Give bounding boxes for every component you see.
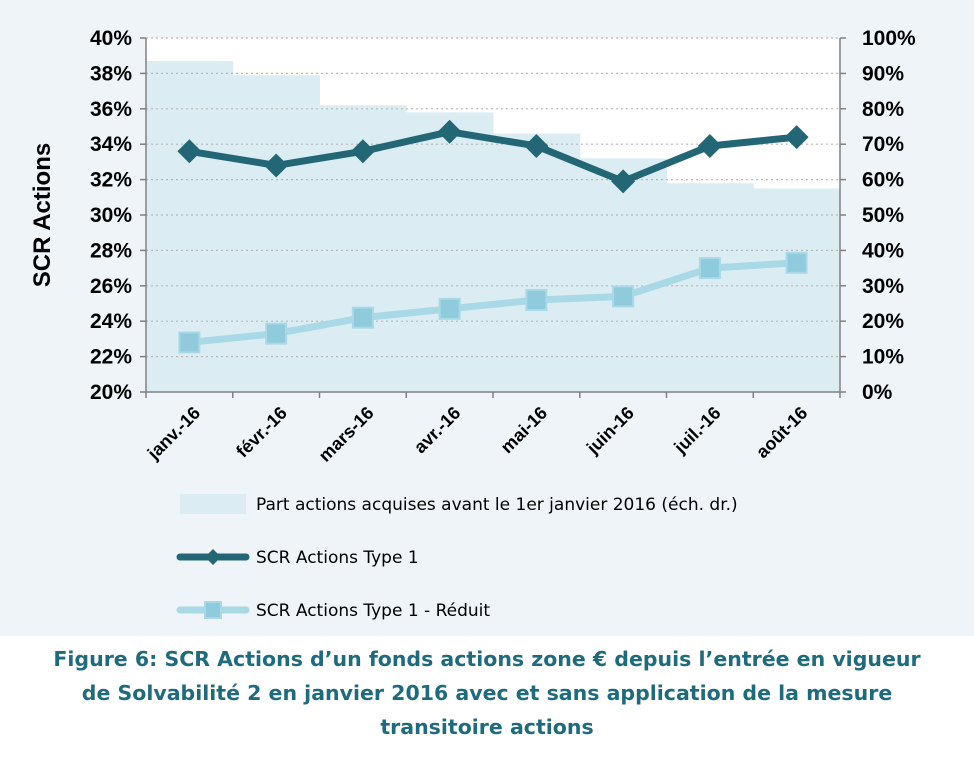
caption-line-3: transitoire actions [380, 715, 594, 739]
legend-swatch-area [180, 494, 246, 514]
legend-diamond-marker [205, 549, 221, 565]
y2-tick-label: 30% [862, 275, 904, 298]
diamond-marker [697, 133, 722, 158]
diamond-marker [437, 119, 462, 144]
y-tick-label: 28% [90, 239, 132, 262]
y-tick-label: 34% [90, 133, 132, 156]
y-tick-label: 32% [90, 169, 132, 192]
legend-label-line: SCR Actions Type 1 - Réduit [256, 601, 490, 621]
x-tick-label: mai-16 [497, 403, 551, 457]
area-step [579, 158, 667, 392]
square-marker [612, 285, 635, 308]
y-tick-label: 26% [90, 275, 132, 298]
figure-caption: Figure 6: SCR Actions d’un fonds actions… [0, 642, 974, 744]
y2-tick-label: 90% [862, 62, 904, 85]
diamond-marker [264, 153, 289, 178]
caption-line-1: Figure 6: SCR Actions d’un fonds actions… [53, 647, 921, 671]
legend-label-line: SCR Actions Type 1 [256, 548, 419, 568]
x-tick-label: janv.-16 [143, 403, 204, 464]
diamond-marker [611, 169, 636, 194]
y2-tick-label: 60% [862, 169, 904, 192]
y2-tick-label: 0% [862, 381, 893, 404]
area-step [493, 133, 581, 392]
series-line [188, 128, 797, 185]
square-marker [351, 306, 374, 329]
square-marker [698, 257, 721, 280]
y2-tick-label: 50% [862, 204, 904, 227]
diamond-marker [350, 139, 375, 164]
y2-tick-label: 20% [862, 310, 904, 333]
y-tick-label: 38% [90, 62, 132, 85]
x-tick-label: mars-16 [315, 403, 378, 466]
caption-line-2: de Solvabilité 2 en janvier 2016 avec et… [81, 681, 893, 705]
square-marker [785, 251, 808, 274]
square-marker [438, 297, 461, 320]
y-tick-label: 30% [90, 204, 132, 227]
y2-tick-label: 40% [862, 239, 904, 262]
diamond-marker [524, 133, 549, 158]
series-line [189, 259, 797, 346]
y-tick-label: 40% [90, 27, 132, 50]
square-marker [178, 331, 201, 354]
legend-label-area: Part actions acquises avant le 1er janvi… [256, 495, 738, 515]
x-tick-label: juil.-16 [670, 403, 725, 458]
x-tick-label: févr.-16 [232, 403, 291, 462]
y2-tick-label: 100% [862, 27, 916, 50]
x-tick-label: août-16 [752, 403, 811, 462]
y-tick-label: 22% [90, 346, 132, 369]
y-tick-label: 24% [90, 310, 132, 333]
legend-square-marker [204, 601, 222, 619]
y-tick-label: 36% [90, 98, 132, 121]
chart-svg: 40% 38% 36% 34% 32% 30% 28% 26% 24% 22% 20% 100% 90%… [29, 27, 916, 621]
x-tick-label: juin-16 [582, 403, 638, 459]
area-step [406, 112, 494, 392]
diamond-marker [784, 125, 809, 150]
area-step [753, 188, 841, 392]
square-marker [525, 288, 548, 311]
y2-tick-label: 70% [862, 133, 904, 156]
diamond-marker [177, 139, 202, 164]
y-tick-label: 20% [90, 381, 132, 404]
area-step [666, 183, 754, 392]
x-tick-label: avr.-16 [410, 403, 464, 457]
y2-tick-label: 10% [862, 346, 904, 369]
y-axis-title: SCR Actions [29, 143, 56, 287]
chart-figure: 40% 38% 36% 34% 32% 30% 28% 26% 24% 22% 20% 100% 90%… [0, 0, 974, 636]
square-marker [265, 322, 288, 345]
y2-tick-label: 80% [862, 98, 904, 121]
